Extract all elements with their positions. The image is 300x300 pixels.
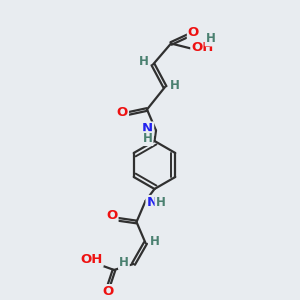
Text: H: H (119, 256, 129, 269)
Text: H: H (139, 55, 148, 68)
Text: H: H (143, 132, 152, 145)
Text: OH: OH (191, 41, 214, 55)
Text: O: O (106, 209, 118, 223)
Text: N: N (142, 122, 153, 136)
Text: O: O (188, 26, 199, 40)
Text: O: O (102, 285, 114, 298)
Text: H: H (156, 196, 165, 209)
Text: N: N (146, 196, 158, 209)
Text: H: H (170, 79, 179, 92)
Text: H: H (206, 32, 215, 46)
Text: O: O (117, 106, 128, 119)
Text: H: H (150, 235, 160, 248)
Text: OH: OH (80, 253, 103, 266)
